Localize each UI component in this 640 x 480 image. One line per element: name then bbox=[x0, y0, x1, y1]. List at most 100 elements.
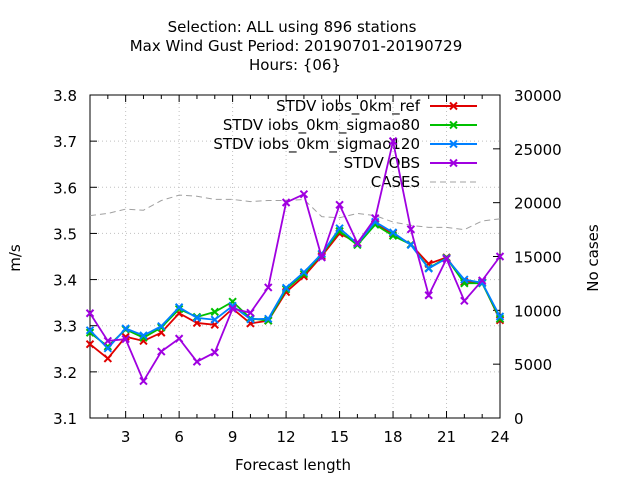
data-point bbox=[103, 336, 113, 346]
y-tick-label: 3.6 bbox=[53, 179, 77, 197]
data-point bbox=[495, 312, 505, 321]
data-point bbox=[264, 314, 273, 324]
data-point bbox=[228, 301, 237, 311]
data-point bbox=[228, 304, 237, 313]
data-point bbox=[210, 348, 219, 357]
data-point bbox=[246, 315, 255, 324]
data-point bbox=[406, 240, 416, 250]
y-tick-label: 3.7 bbox=[53, 133, 77, 151]
data-point bbox=[335, 200, 344, 210]
legend-label: STDV iobs_0km_sigmao120 bbox=[213, 135, 420, 154]
x-tick-label: 18 bbox=[383, 428, 402, 446]
data-point bbox=[192, 313, 202, 323]
data-point bbox=[281, 283, 291, 293]
x-axis-label: Forecast length bbox=[235, 456, 351, 474]
data-point bbox=[174, 304, 184, 314]
legend-marker bbox=[449, 120, 458, 130]
y2-tick-label: 0 bbox=[514, 410, 524, 428]
legend-marker bbox=[449, 101, 458, 111]
data-point bbox=[299, 189, 309, 199]
data-point bbox=[371, 213, 380, 223]
y2-tick-label: 30000 bbox=[514, 87, 562, 105]
data-point bbox=[103, 354, 113, 363]
legend-marker bbox=[449, 158, 458, 168]
data-point bbox=[353, 238, 362, 248]
data-point bbox=[174, 334, 184, 343]
data-point bbox=[495, 314, 505, 324]
y-tick-label: 3.5 bbox=[53, 225, 77, 243]
series-4 bbox=[89, 194, 501, 231]
data-point bbox=[246, 308, 255, 318]
x-tick-label: 12 bbox=[277, 428, 296, 446]
series-line bbox=[89, 223, 501, 360]
data-point bbox=[388, 228, 398, 237]
data-point bbox=[281, 198, 291, 207]
x-tick-label: 24 bbox=[490, 428, 509, 446]
data-point bbox=[85, 326, 95, 335]
data-point bbox=[192, 357, 202, 366]
legend-marker bbox=[449, 139, 458, 149]
y-tick-label: 3.3 bbox=[53, 318, 77, 336]
title-line-2: Max Wind Gust Period: 20190701-20190729 bbox=[130, 37, 463, 55]
data-point bbox=[103, 344, 113, 353]
series-1 bbox=[85, 220, 505, 351]
data-point bbox=[85, 328, 95, 337]
y-tick-label: 3.4 bbox=[53, 272, 77, 290]
data-point bbox=[495, 252, 505, 261]
data-point bbox=[85, 309, 95, 318]
data-point bbox=[264, 283, 273, 292]
data-point bbox=[299, 267, 309, 277]
y2-axis-label: No cases bbox=[584, 224, 602, 292]
y-axis-label: m/s bbox=[6, 244, 24, 272]
chart-title: Selection: ALL using 896 stations Max Wi… bbox=[130, 18, 463, 74]
legend-label: STDV iobs_0km_sigmao80 bbox=[223, 116, 420, 135]
title-line-3: Hours: {06} bbox=[249, 56, 341, 74]
data-point bbox=[335, 226, 344, 236]
data-point bbox=[442, 254, 451, 264]
x-tick-label: 21 bbox=[437, 428, 456, 446]
data-point bbox=[139, 331, 148, 340]
y2-tick-label: 5000 bbox=[514, 356, 552, 374]
legend-label: STDV OBS bbox=[344, 154, 420, 172]
data-point bbox=[406, 225, 416, 234]
y-tick-label: 3.1 bbox=[53, 410, 77, 428]
y2-tick-label: 20000 bbox=[514, 195, 562, 213]
data-point bbox=[121, 324, 130, 333]
y-tick-label: 3.2 bbox=[53, 364, 77, 382]
y-tick-label: 3.8 bbox=[53, 87, 77, 105]
series-line bbox=[89, 194, 501, 231]
data-point bbox=[121, 334, 130, 344]
series-0 bbox=[85, 219, 505, 363]
series-line bbox=[89, 140, 501, 384]
data-point bbox=[388, 136, 398, 146]
data-point bbox=[460, 296, 469, 306]
data-point bbox=[477, 276, 487, 285]
data-point bbox=[139, 376, 148, 386]
data-point bbox=[210, 307, 219, 317]
data-point bbox=[210, 315, 219, 324]
data-point bbox=[424, 264, 433, 273]
x-tick-label: 6 bbox=[174, 428, 184, 446]
legend-label: CASES bbox=[371, 173, 420, 191]
data-point bbox=[85, 339, 95, 349]
data-point bbox=[424, 291, 433, 300]
data-point bbox=[157, 347, 166, 356]
series-line bbox=[89, 223, 501, 348]
data-point bbox=[174, 303, 184, 312]
x-tick-label: 9 bbox=[228, 428, 238, 446]
data-point bbox=[477, 278, 487, 288]
data-point bbox=[157, 321, 166, 331]
plot-area: 3 6 9 12 15 18 21 24 3.1 3.2 3.3 3.4 3.5 3.6 3.7 3.8 0 50… bbox=[53, 87, 562, 446]
y2-tick-label: 25000 bbox=[514, 141, 562, 159]
data-point bbox=[299, 269, 309, 279]
legend-label: STDV iobs_0km_ref bbox=[276, 97, 421, 116]
title-line-1: Selection: ALL using 896 stations bbox=[168, 18, 417, 36]
y2-tick-label: 15000 bbox=[514, 249, 562, 267]
y2-tick-label: 10000 bbox=[514, 302, 562, 320]
x-tick-label: 15 bbox=[330, 428, 349, 446]
data-point bbox=[335, 224, 344, 233]
series-2 bbox=[85, 217, 505, 353]
x-tick-label: 3 bbox=[121, 428, 131, 446]
